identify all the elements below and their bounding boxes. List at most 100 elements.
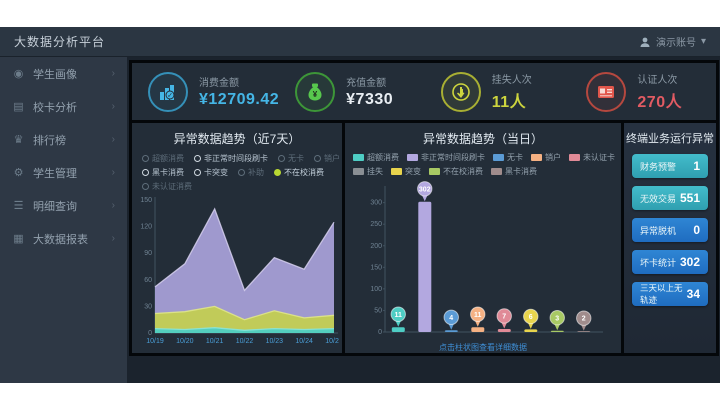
svg-text:300: 300 xyxy=(370,200,382,207)
svg-text:0: 0 xyxy=(378,329,382,336)
sidebar-item-label: 明细查询 xyxy=(33,200,77,213)
kpi-consume-amount: ✓ 消费金额 ¥12709.42 xyxy=(132,63,279,120)
legend-item[interactable]: 挂失 xyxy=(353,166,383,177)
dashboard-frame: ✓ 消费金额 ¥12709.42 ¥ xyxy=(129,60,719,356)
legend-item[interactable]: 无卡 xyxy=(493,152,523,163)
sidebar-item-bigdata-report[interactable]: ▦ 大数据报表 › xyxy=(0,222,127,255)
svg-text:2: 2 xyxy=(582,316,586,323)
svg-text:200: 200 xyxy=(370,243,382,250)
radio-icon xyxy=(194,169,201,176)
panel-trend-today: 异常数据趋势（当日） 超额消费 非正常时间段刷卡 无卡 销户 未认证卡 挂失 xyxy=(345,123,621,353)
money-bag-icon: ¥ xyxy=(295,71,336,112)
legend-item[interactable]: 黑卡消费 xyxy=(142,167,184,178)
kpi-loss-report-count: 挂失人次 11人 xyxy=(425,63,571,120)
svg-text:60: 60 xyxy=(144,277,152,284)
sidebar-item-rankings[interactable]: ♛ 排行榜 › xyxy=(0,123,127,156)
bar-chart[interactable]: 0 50 100 150 200 250 300 11 302 4 11 7 6 3 2 xyxy=(345,178,621,344)
kpi-label: 认证人次 xyxy=(637,75,678,86)
id-card-icon xyxy=(586,71,627,112)
radio-icon xyxy=(238,169,245,176)
kpi-value: ¥12709.42 xyxy=(199,91,280,108)
chevron-right-icon: › xyxy=(111,233,115,244)
sidebar: ◉ 学生画像 › ▤ 校卡分析 › ♛ 排行榜 › ⚙ 学生管理 › ☰ 明细查 xyxy=(0,57,127,383)
kpi-label: 消费金额 xyxy=(199,78,239,89)
svg-text:90: 90 xyxy=(144,250,152,257)
user-menu[interactable]: 演示账号 ▾ xyxy=(639,34,706,49)
svg-text:10/19: 10/19 xyxy=(146,338,164,345)
sidebar-item-student-profile[interactable]: ◉ 学生画像 › xyxy=(0,57,127,90)
legend-item[interactable]: 超额消费 xyxy=(353,152,399,163)
svg-text:30: 30 xyxy=(144,303,152,310)
legend-item[interactable]: 超额消费 xyxy=(142,153,184,164)
kpi-label: 挂失人次 xyxy=(491,75,532,86)
svg-text:10/21: 10/21 xyxy=(206,338,224,345)
app-title: 大数据分析平台 xyxy=(14,35,106,49)
area-chart: 0 30 60 90 120 150 10/19 10/20 10/21 10/22 10/23 10… xyxy=(132,194,343,351)
swatch-icon xyxy=(531,154,542,161)
chevron-right-icon: › xyxy=(111,101,115,112)
kpi-value: ¥7330 xyxy=(346,91,394,108)
legend-item[interactable]: 卡突变 xyxy=(194,167,228,178)
terminal-item-abnormal-offline[interactable]: 异常脱机 0 xyxy=(632,218,708,242)
bar-detail-link[interactable]: 点击柱状图查看详细数据 xyxy=(439,343,527,352)
sidebar-item-label: 校卡分析 xyxy=(33,101,77,114)
svg-text:250: 250 xyxy=(370,221,382,228)
report-icon: ▦ xyxy=(13,233,24,245)
legend-item[interactable]: 补助 xyxy=(238,167,264,178)
legend-item[interactable]: 黑卡消费 xyxy=(491,166,537,177)
terminal-item-finance-alert[interactable]: 财务预警 1 xyxy=(632,154,708,178)
svg-text:120: 120 xyxy=(140,224,152,231)
legend-item[interactable]: 非正常时间段刷卡 xyxy=(407,152,485,163)
terminal-item-no-trace[interactable]: 三天以上无轨迹 34 xyxy=(632,282,708,306)
legend-item[interactable]: 销户 xyxy=(314,153,340,164)
swatch-icon xyxy=(429,168,440,175)
sidebar-item-label: 学生画像 xyxy=(33,68,77,81)
legend-item[interactable]: 未认证消费 xyxy=(142,181,192,192)
legend-item[interactable]: 销户 xyxy=(531,152,561,163)
legend-item[interactable]: 不在校消费 xyxy=(274,167,324,178)
today-legend: 超额消费 非正常时间段刷卡 无卡 销户 未认证卡 挂失 突变 不在校消费 黑卡消… xyxy=(345,147,621,178)
radio-icon xyxy=(142,155,149,162)
terminal-item-bad-card[interactable]: 坏卡统计 302 xyxy=(632,250,708,274)
swatch-icon xyxy=(407,154,418,161)
svg-text:10/24: 10/24 xyxy=(295,338,313,345)
sidebar-item-label: 大数据报表 xyxy=(33,233,88,246)
svg-text:¥: ¥ xyxy=(313,90,318,99)
kpi-value: 270人 xyxy=(637,94,683,111)
gear-icon: ⚙ xyxy=(13,167,24,179)
svg-text:7: 7 xyxy=(502,314,506,321)
sidebar-item-card-analysis[interactable]: ▤ 校卡分析 › xyxy=(0,90,127,123)
radio-icon xyxy=(142,169,149,176)
svg-text:11: 11 xyxy=(474,312,482,319)
person-icon: ◉ xyxy=(13,68,24,80)
svg-text:✓: ✓ xyxy=(167,92,173,99)
legend-item[interactable]: 未认证卡 xyxy=(569,152,615,163)
svg-text:4: 4 xyxy=(449,315,453,322)
chevron-right-icon: › xyxy=(111,167,115,178)
svg-text:10/22: 10/22 xyxy=(236,338,254,345)
legend-item[interactable]: 非正常时间段刷卡 xyxy=(194,153,268,164)
swatch-icon xyxy=(491,168,502,175)
kpi-row: ✓ 消费金额 ¥12709.42 ¥ xyxy=(132,63,716,120)
swatch-icon xyxy=(353,168,364,175)
legend-item[interactable]: 突变 xyxy=(391,166,421,177)
terminal-title: 终端业务运行异常 xyxy=(626,133,714,145)
svg-text:6: 6 xyxy=(529,314,533,321)
svg-text:50: 50 xyxy=(374,307,382,314)
terminal-item-invalid-trans[interactable]: 无效交易 551 xyxy=(632,186,708,210)
sidebar-item-label: 学生管理 xyxy=(33,167,77,180)
chevron-right-icon: › xyxy=(111,134,115,145)
chevron-right-icon: › xyxy=(111,68,115,79)
chevron-down-icon: ▾ xyxy=(700,36,706,47)
legend-item[interactable]: 无卡 xyxy=(278,153,304,164)
svg-text:150: 150 xyxy=(140,197,152,204)
legend-item[interactable]: 不在校消费 xyxy=(429,166,483,177)
panel-trend-7days: 异常数据趋势（近7天） 超额消费 非正常时间段刷卡 无卡 销户 黑卡消费 卡突变 xyxy=(132,123,343,353)
svg-text:0: 0 xyxy=(148,330,152,337)
sidebar-item-student-management[interactable]: ⚙ 学生管理 › xyxy=(0,156,127,189)
svg-text:10/25: 10/25 xyxy=(325,338,339,345)
charts-row: 异常数据趋势（近7天） 超额消费 非正常时间段刷卡 无卡 销户 黑卡消费 卡突变 xyxy=(132,123,716,353)
radio-icon xyxy=(194,155,201,162)
sidebar-item-detail-query[interactable]: ☰ 明细查询 › xyxy=(0,189,127,222)
